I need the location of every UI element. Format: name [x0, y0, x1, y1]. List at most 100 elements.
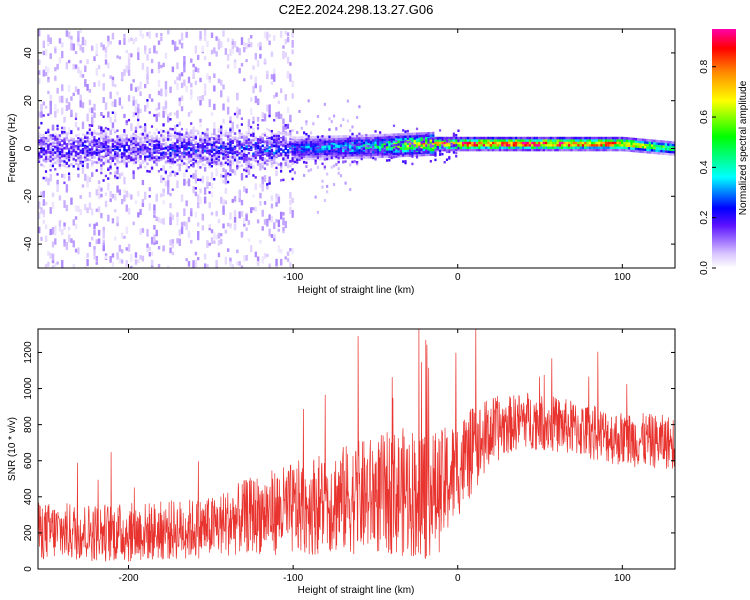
spectrogram-cell	[406, 147, 410, 150]
spectrogram-cell	[137, 137, 140, 140]
spectrogram-cell	[185, 180, 188, 185]
spectrogram-cell	[86, 145, 89, 149]
spectrogram-cell	[445, 140, 449, 143]
spectrogram-cell	[291, 158, 294, 161]
spectrogram-cell	[70, 155, 73, 159]
spectrogram-cell	[183, 145, 186, 148]
spectrogram-cell	[167, 138, 170, 141]
spectrogram-cell	[123, 129, 126, 132]
spectrogram-cell	[74, 122, 78, 128]
spectrogram-cell	[153, 146, 156, 150]
spectrogram-cell	[74, 134, 78, 138]
spectrogram-cell	[95, 145, 98, 148]
spectrogram-cell	[51, 134, 55, 137]
spectrogram-cell	[293, 138, 297, 142]
spectrogram-cell	[409, 154, 412, 157]
spectrogram-cell	[222, 133, 225, 137]
spectrogram-cell	[524, 141, 527, 145]
spectrogram-cell	[176, 212, 179, 218]
spectrogram-cell	[88, 191, 92, 198]
spectrogram-cell	[197, 154, 200, 157]
spectrogram-cell	[422, 153, 426, 157]
spectrogram-cell	[49, 156, 52, 160]
spectrogram-cell	[374, 141, 377, 144]
spectrogram-cell	[247, 133, 251, 137]
spectrogram-cell	[402, 144, 405, 148]
spectrogram-cell	[415, 139, 419, 143]
spectrogram-cell	[199, 123, 202, 128]
spectrogram-cell	[526, 141, 529, 145]
spectrogram-cell	[153, 225, 156, 230]
spectrogram-cell	[259, 158, 262, 162]
spectrogram-cell	[353, 153, 357, 157]
spectrogram-cell	[303, 150, 306, 154]
spectrogram-cell	[213, 178, 216, 181]
spectrogram-cell	[641, 140, 645, 144]
spectrogram-cell	[607, 143, 610, 147]
spectrogram-cell	[369, 138, 373, 141]
spectrogram-cell	[173, 41, 177, 49]
spectrogram-cell	[93, 143, 96, 147]
spectrogram-cell	[125, 137, 128, 140]
spectrogram-cell	[259, 184, 262, 188]
spectrogram-cell	[100, 126, 103, 129]
spectrogram-cell	[187, 138, 191, 141]
spectrogram-cell	[137, 103, 140, 111]
spectrogram-cell	[164, 131, 168, 134]
spectrogram-cell	[210, 32, 214, 39]
spectrogram-cell	[217, 155, 221, 159]
spectrogram-cell	[176, 163, 179, 167]
spectrogram-cell	[95, 239, 99, 245]
spectrogram-cell	[273, 234, 276, 239]
spectrogram-cell	[208, 152, 211, 156]
spectrogram-cell	[86, 139, 89, 143]
spectrogram-cell	[164, 180, 168, 187]
spectrogram-cell	[538, 146, 541, 149]
spectrogram-cell	[231, 141, 234, 144]
spectrogram-cell	[109, 161, 112, 165]
spectrogram-cell	[406, 132, 410, 136]
spectrogram-cell	[296, 161, 299, 164]
spectrogram-cell	[270, 129, 273, 133]
spectrogram-cell	[213, 162, 216, 166]
spectrogram-cell	[77, 133, 80, 137]
spectrogram-cell	[482, 136, 486, 140]
spectrogram-cell	[61, 42, 64, 48]
spectrogram-cell	[438, 153, 442, 156]
spectrogram-cell	[339, 174, 343, 178]
spectrogram-cell	[254, 144, 257, 147]
spectrogram-cell	[49, 159, 52, 163]
spectrogram-cell	[466, 139, 470, 142]
spectrogram-cell	[462, 139, 465, 142]
spectrogram-cell	[127, 149, 131, 153]
spectrogram-cell	[404, 154, 407, 158]
spectrogram-cell	[261, 156, 264, 160]
spectrogram-cell	[183, 138, 186, 141]
spectrogram-cell	[153, 241, 156, 245]
spectrogram-cell	[379, 151, 382, 155]
spectrogram-cell	[270, 51, 274, 57]
spectrogram-cell	[625, 137, 629, 140]
spectrogram-cell	[254, 83, 258, 89]
spectrogram-cell	[570, 148, 573, 152]
spectrogram-cell	[155, 146, 158, 149]
spectrogram-cell	[109, 75, 112, 79]
spectrogram-cell	[134, 106, 138, 114]
spectrogram-cell	[118, 56, 122, 60]
spectrogram-cell	[134, 252, 138, 258]
spectrogram-cell	[81, 166, 85, 174]
spectrogram-cell	[254, 52, 258, 60]
spectrogram-cell	[547, 146, 550, 149]
spectrogram-cell	[208, 79, 211, 83]
spectrogram-cell	[273, 76, 276, 82]
spectrogram-cell	[137, 114, 140, 122]
spectrogram-cell	[372, 134, 375, 137]
spectrogram-cell	[176, 139, 179, 143]
spectrogram-cell	[572, 136, 576, 140]
spectrogram-cell	[125, 190, 128, 197]
spectrogram-cell	[169, 147, 172, 151]
spectrogram-cell	[284, 151, 287, 155]
spectrogram-cell	[67, 150, 71, 153]
spectrogram-cell	[42, 133, 46, 137]
spectrogram-cell	[240, 143, 243, 146]
